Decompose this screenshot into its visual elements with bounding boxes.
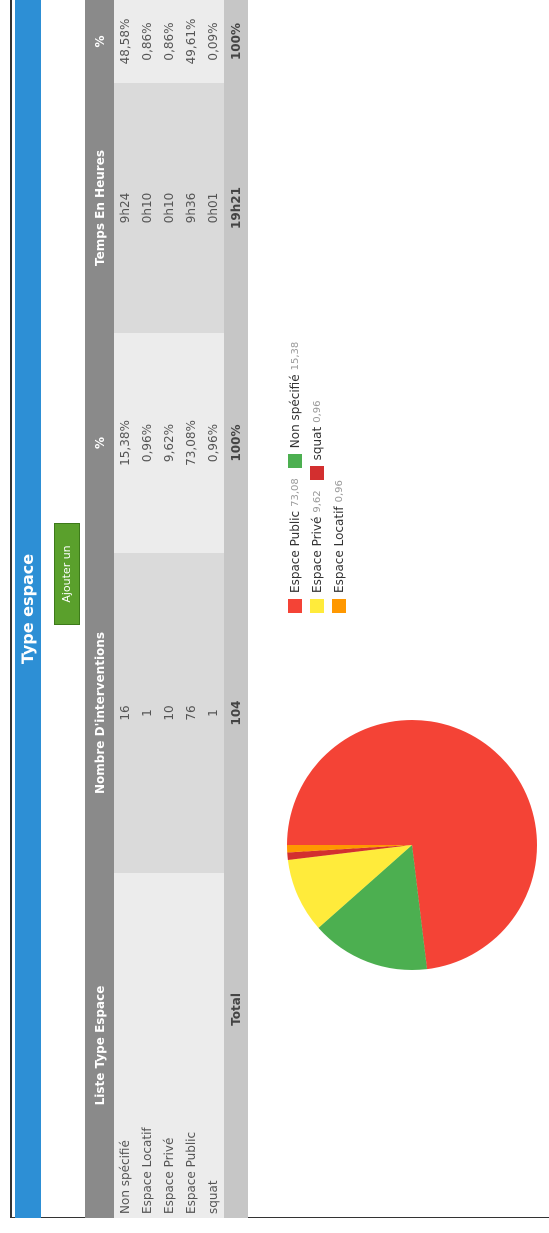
pie-slice — [318, 845, 428, 970]
cell: 9h36 — [180, 83, 202, 333]
cell: 0h01 — [202, 83, 224, 333]
total-cell: Total — [224, 873, 248, 1218]
table-row: Espace Public 76 73,08% 9h36 49,61% — [180, 0, 202, 1218]
cell: 0h10 — [158, 83, 180, 333]
pie-chart — [287, 720, 537, 970]
legend-swatch — [332, 599, 346, 613]
legend-swatch — [310, 599, 324, 613]
cell: Espace Public — [180, 873, 202, 1218]
table-row: Espace Privé 10 9,62% 0h10 0,86% — [158, 0, 180, 1218]
legend-item: Espace Privé 9,62 — [310, 490, 324, 613]
total-cell: 100% — [224, 333, 248, 553]
pie-slice — [287, 845, 412, 928]
cell: 15,38% — [114, 333, 136, 553]
cell: 76 — [180, 553, 202, 873]
total-row: Total 104 100% 19h21 100% — [224, 0, 248, 1218]
table-row: Non spécifié 16 15,38% 9h24 48,58% — [114, 0, 136, 1218]
cell: Espace Privé — [158, 873, 180, 1218]
total-cell: 100% — [224, 0, 248, 83]
legend-item: squat 0,96 — [310, 401, 324, 481]
cell: 0h10 — [136, 83, 158, 333]
legend-swatch — [288, 599, 302, 613]
legend-item: Espace Public 73,08 — [288, 478, 302, 613]
total-cell: 19h21 — [224, 83, 248, 333]
cell: 1 — [136, 553, 158, 873]
cell: 0,86% — [136, 0, 158, 83]
legend-label: squat — [310, 426, 324, 461]
total-cell: 104 — [224, 553, 248, 873]
table-row: squat 1 0,96% 0h01 0,09% — [202, 0, 224, 1218]
legend-item: Non spécifié 15,38 — [288, 342, 302, 469]
cell: 0,96% — [202, 333, 224, 553]
cell: 0,86% — [158, 0, 180, 83]
header-row: Liste Type Espace Nombre D'interventions%… — [85, 0, 114, 1218]
legend-swatch — [288, 454, 302, 469]
cell: Espace Locatif — [136, 873, 158, 1218]
cell: 9,62% — [158, 333, 180, 553]
cell: 0,96% — [136, 333, 158, 553]
pie-slice — [287, 720, 537, 970]
header-cell: % — [85, 333, 114, 553]
add-button[interactable]: Ajouter un descriptif — [54, 523, 97, 625]
table-row: Espace Locatif 1 0,96% 0h10 0,86% — [136, 0, 158, 1218]
legend-label: Non spécifié — [288, 374, 302, 449]
legend-value: 0,96 — [311, 400, 323, 423]
title: Type espace — [18, 553, 37, 665]
cell: 9h24 — [114, 83, 136, 333]
cell: 73,08% — [180, 333, 202, 553]
cell: 10 — [158, 553, 180, 873]
cell: 16 — [114, 553, 136, 873]
cell: Non spécifié — [114, 873, 136, 1218]
legend: Espace Public 73,08 Non spécifié 15,38 Espac… — [288, 313, 346, 613]
title-bar: Type espace — [15, 0, 41, 1218]
legend-value: 0,96 — [333, 480, 345, 503]
cell: 0,09% — [202, 0, 224, 83]
cell: 48,58% — [114, 0, 136, 83]
legend-swatch — [310, 466, 324, 481]
legend-value: 9,62 — [311, 490, 323, 513]
legend-label: Espace Privé — [310, 516, 324, 593]
header-cell: % — [85, 0, 114, 83]
header-cell: Nombre D'interventions — [85, 553, 114, 873]
legend-label: Espace Public — [288, 510, 302, 593]
legend-value: 15,38 — [289, 341, 301, 371]
header-cell: Liste Type Espace — [85, 873, 114, 1218]
legend-item: Espace Locatif 0,96 — [332, 480, 346, 613]
cell: 1 — [202, 553, 224, 873]
cell: squat — [202, 873, 224, 1218]
cell: 49,61% — [180, 0, 202, 83]
legend-label: Espace Locatif — [332, 506, 346, 593]
pie-slice — [287, 845, 412, 853]
header-cell: Temps En Heures — [85, 83, 114, 333]
legend-value: 73,08 — [289, 478, 301, 507]
table: Liste Type Espace Nombre D'interventions%… — [85, 0, 248, 1218]
table-body: Non spécifié 16 15,38% 9h24 48,58% Espace Loc… — [114, 0, 248, 1218]
pie-slice — [287, 845, 412, 861]
